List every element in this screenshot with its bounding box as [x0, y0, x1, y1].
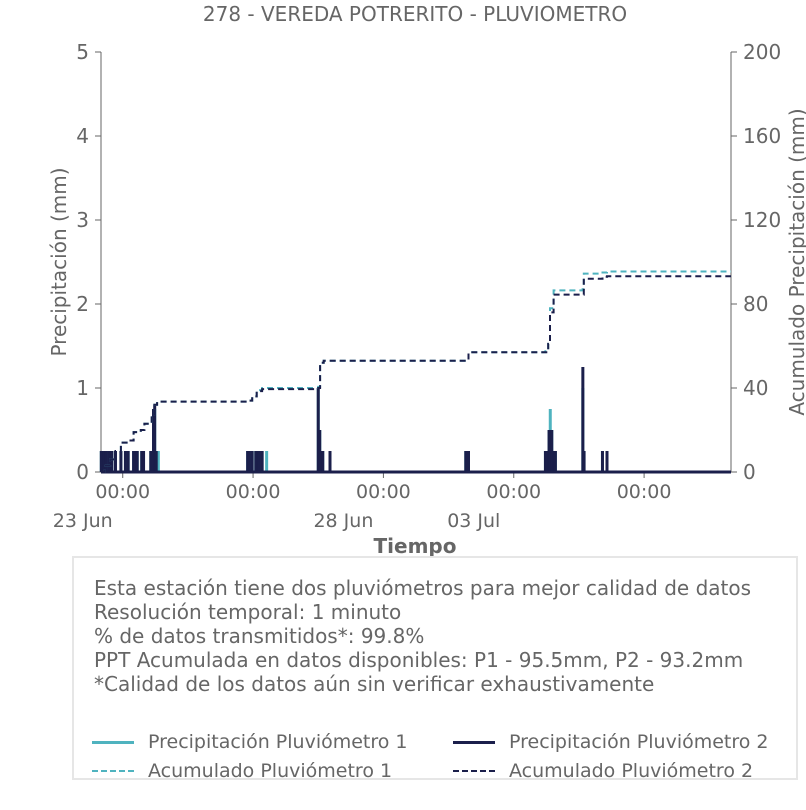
- y2-axis-label: Acumulado Precipitación (mm): [785, 108, 806, 415]
- x-tick-label: 00:00: [356, 481, 411, 503]
- y2-tick-label: 200: [743, 40, 781, 64]
- legend-label: Acumulado Pluviómetro 1: [148, 760, 393, 782]
- legend-swatch-dashed: [92, 770, 134, 772]
- info-line: Resolución temporal: 1 minuto: [94, 600, 402, 624]
- x-tick-sublabel: 28 Jun: [313, 510, 373, 532]
- info-line: *Calidad de los datos aún sin verificar …: [94, 672, 655, 696]
- y2-tick-label: 80: [743, 292, 768, 316]
- y2-tick-label: 40: [743, 376, 768, 400]
- y-tick-label: 5: [76, 40, 89, 64]
- y-tick-label: 0: [76, 460, 89, 484]
- legend-item-accum-p1: Acumulado Pluviómetro 1: [92, 759, 392, 783]
- legend-item-accum-p2: Acumulado Pluviómetro 2: [453, 759, 753, 783]
- chart-title: 278 - VEREDA POTRERITO - PLUVIOMETRO: [203, 2, 627, 26]
- y-tick-label: 2: [76, 292, 89, 316]
- info-line: PPT Acumulada en datos disponibles: P1 -…: [94, 648, 744, 672]
- x-tick-sublabel: 23 Jun: [53, 510, 113, 532]
- y-tick-label: 3: [76, 208, 89, 232]
- accumulated-line: [101, 270, 731, 473]
- x-axis-label: Tiempo: [374, 534, 457, 558]
- y2-tick-label: 120: [743, 208, 781, 232]
- axes-layer: 0 1 2 3 4 5 0 40 80 120 160 200 00:00 23 Jun 00:00 00:0…: [53, 40, 781, 532]
- x-tick-label: 00:00: [95, 481, 150, 503]
- x-tick-label: 00:00: [617, 481, 672, 503]
- x-tick-label: 00:00: [486, 481, 541, 503]
- y-tick-label: 4: [76, 124, 89, 148]
- accumulated-line: [101, 275, 731, 473]
- legend-swatch-solid: [453, 740, 495, 744]
- legend-item-precip-p2: Precipitación Pluviómetro 2: [453, 730, 769, 754]
- y-tick-label: 1: [76, 376, 89, 400]
- legend-item-precip-p1: Precipitación Pluviómetro 1: [92, 730, 408, 754]
- legend-label: Acumulado Pluviómetro 2: [509, 760, 754, 782]
- info-box: Esta estación tiene dos pluviómetros par…: [72, 556, 798, 782]
- y2-tick-label: 160: [743, 124, 781, 148]
- x-tick-label: 00:00: [226, 481, 281, 503]
- legend-label: Precipitación Pluviómetro 2: [509, 731, 769, 753]
- y2-tick-label: 0: [743, 460, 756, 484]
- legend-swatch-solid: [92, 740, 134, 744]
- series-layer: [99, 270, 731, 474]
- info-line: Esta estación tiene dos pluviómetros par…: [94, 576, 752, 600]
- legend-label: Precipitación Pluviómetro 1: [148, 731, 408, 753]
- legend-swatch-dashed: [453, 770, 495, 772]
- info-lines: Esta estación tiene dos pluviómetros par…: [94, 576, 790, 696]
- legend: Precipitación Pluviómetro 1 Precipitació…: [92, 730, 792, 790]
- info-line: % de datos transmitidos*: 99.8%: [94, 624, 425, 648]
- x-tick-sublabel: 03 Jul: [447, 510, 500, 532]
- y-axis-label: Precipitación (mm): [47, 167, 71, 356]
